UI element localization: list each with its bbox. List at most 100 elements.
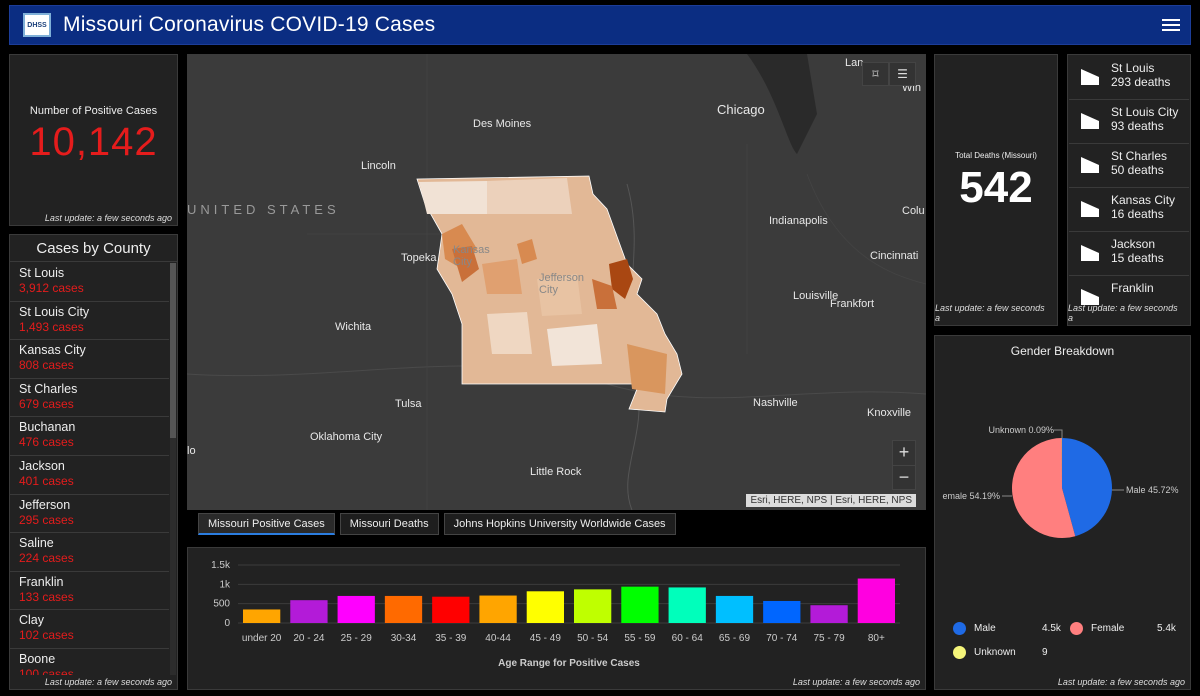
pie-slice[interactable]	[1011, 438, 1076, 538]
age-bar[interactable]	[715, 595, 754, 623]
zoom-out-button[interactable]: −	[893, 465, 915, 489]
county-list-item[interactable]: St Louis 3,912 cases	[10, 263, 169, 302]
county-list-item[interactable]: Boone 100 cases	[10, 649, 169, 675]
map-place-label: Lincoln	[361, 160, 396, 172]
map-place-label: Frankfort	[830, 298, 875, 310]
x-tick-label: 75 - 79	[814, 633, 846, 644]
death-county-name: St Louis City	[1111, 105, 1179, 119]
map-place-label: Indianapolis	[769, 215, 828, 227]
age-bar[interactable]	[857, 578, 895, 623]
pie-slice[interactable]	[1062, 438, 1112, 537]
death-list-item[interactable]: Kansas City 16 deaths	[1069, 188, 1189, 232]
age-chart-update: Last update: a few seconds ago	[792, 677, 920, 687]
x-tick-label: 80+	[868, 633, 885, 644]
county-list-item[interactable]: St Charles 679 cases	[10, 379, 169, 418]
map-view[interactable]: Des Moines Chicago Lincoln UNITED STATES Ind…	[187, 54, 926, 510]
county-list-item[interactable]: Franklin 133 cases	[10, 572, 169, 611]
age-bar[interactable]	[290, 600, 328, 623]
dhss-logo: DHSS	[23, 13, 51, 37]
county-cases: 401 cases	[19, 473, 74, 488]
male-dot	[953, 622, 966, 635]
map-place-label: Nashville	[753, 397, 798, 409]
map-toolbar: ⌑ ☰	[862, 62, 916, 86]
zoom-in-button[interactable]: +	[898, 442, 910, 462]
basemap	[187, 54, 926, 510]
county-cases: 100 cases	[19, 666, 74, 675]
x-tick-label: 65 - 69	[719, 633, 751, 644]
gender-pie-chart: Unknown 0.09% Male 45.72% emale 54.19%	[942, 425, 1179, 538]
county-list-item[interactable]: Buchanan 476 cases	[10, 417, 169, 456]
death-county-name: Kansas City	[1111, 193, 1176, 207]
legend-female-label: Female	[1091, 623, 1125, 634]
death-county-name: Franklin	[1111, 281, 1154, 295]
x-tick-label: 25 - 29	[341, 633, 373, 644]
gender-update: Last update: a few seconds ago	[1057, 677, 1185, 687]
death-list-item[interactable]: Jackson 15 deaths	[1069, 232, 1189, 276]
death-list-item[interactable]: St Louis City 93 deaths	[1069, 100, 1189, 144]
age-bar[interactable]	[763, 600, 801, 623]
county-list-item[interactable]: Kansas City 808 cases	[10, 340, 169, 379]
x-tick-label: 55 - 59	[624, 633, 656, 644]
age-bar[interactable]	[337, 595, 375, 623]
age-bar-chart: 0 500 1k 1.5k under 20 20 - 24 25 - 29 30-34 35 …	[211, 560, 900, 669]
tab-missouri-deaths[interactable]: Missouri Deaths	[339, 513, 439, 535]
county-name: Boone	[19, 651, 56, 666]
age-bar[interactable]	[384, 595, 423, 623]
county-list[interactable]: St Louis 3,912 cases St Louis City 1,493 ca…	[10, 263, 169, 675]
map-place-label: Oklahoma City	[310, 431, 383, 443]
total-deaths-value: 542	[959, 163, 1033, 212]
county-list-item[interactable]: St Louis City 1,493 cases	[10, 302, 169, 341]
flag-icon	[1081, 113, 1099, 129]
app-header: DHSS Missouri Coronavirus COVID-19 Cases	[9, 5, 1191, 45]
menu-icon[interactable]	[1162, 16, 1180, 34]
county-list-item[interactable]: Jackson 401 cases	[10, 456, 169, 495]
map-place-label: Kansas City	[453, 244, 490, 268]
y-tick-label: 0	[224, 618, 230, 629]
legend-unknown-value: 9	[1042, 647, 1048, 658]
county-name: Franklin	[19, 574, 64, 589]
county-scrollbar[interactable]	[170, 263, 176, 675]
pie-label: Unknown 0.09%	[988, 425, 1054, 435]
legend-male-label: Male	[974, 623, 996, 634]
y-tick-label: 500	[213, 599, 230, 610]
map-place-label: lo	[187, 445, 196, 457]
tab-jhu-worldwide[interactable]: Johns Hopkins University Worldwide Cases	[443, 513, 676, 535]
map-place-label: Chicago	[717, 102, 765, 117]
age-bar[interactable]	[243, 609, 281, 623]
age-chart-panel: 0 500 1k 1.5k under 20 20 - 24 25 - 29 30-34 35 …	[187, 547, 926, 690]
county-list-item[interactable]: Jefferson 295 cases	[10, 495, 169, 534]
legend-male: Male 4.5k	[953, 622, 1061, 635]
death-list-item[interactable]: St Louis 293 deaths	[1069, 56, 1189, 100]
age-bar[interactable]	[621, 586, 659, 623]
x-tick-label: 20 - 24	[293, 633, 325, 644]
age-bar[interactable]	[574, 589, 612, 623]
county-list-item[interactable]: Clay 102 cases	[10, 610, 169, 649]
map-place-label: Colu	[902, 205, 925, 217]
bookmark-icon[interactable]: ⌑	[862, 62, 889, 86]
county-cases: 133 cases	[19, 589, 74, 604]
age-bar[interactable]	[526, 591, 564, 623]
death-list-panel: St Louis 293 deaths St Louis City 93 deaths…	[1067, 54, 1191, 326]
death-list[interactable]: St Louis 293 deaths St Louis City 93 deaths…	[1069, 56, 1189, 311]
map-place-label: Tulsa	[395, 398, 422, 410]
map-place-label: Knoxville	[867, 407, 912, 419]
zoom-control: + −	[892, 440, 916, 490]
death-county-name: St Louis	[1111, 61, 1155, 75]
county-list-item[interactable]: Saline 224 cases	[10, 533, 169, 572]
tab-missouri-positive[interactable]: Missouri Positive Cases	[198, 513, 335, 535]
flag-icon	[1081, 69, 1099, 85]
county-name: St Charles	[19, 381, 78, 396]
death-list-item[interactable]: St Charles 50 deaths	[1069, 144, 1189, 188]
female-dot	[1070, 622, 1083, 635]
pie-label: Male 45.72%	[1126, 485, 1179, 495]
death-list-item[interactable]: Franklin	[1069, 276, 1189, 311]
county-cases: 808 cases	[19, 358, 74, 373]
pie-label: emale 54.19%	[942, 491, 1000, 501]
age-bar[interactable]	[810, 605, 848, 623]
legend-list-icon[interactable]: ☰	[889, 62, 916, 86]
age-bar[interactable]	[668, 587, 706, 623]
age-bar[interactable]	[432, 596, 470, 623]
legend-female: Female 5.4k	[1070, 622, 1176, 635]
flag-icon	[1081, 289, 1099, 305]
age-bar[interactable]	[479, 595, 517, 623]
